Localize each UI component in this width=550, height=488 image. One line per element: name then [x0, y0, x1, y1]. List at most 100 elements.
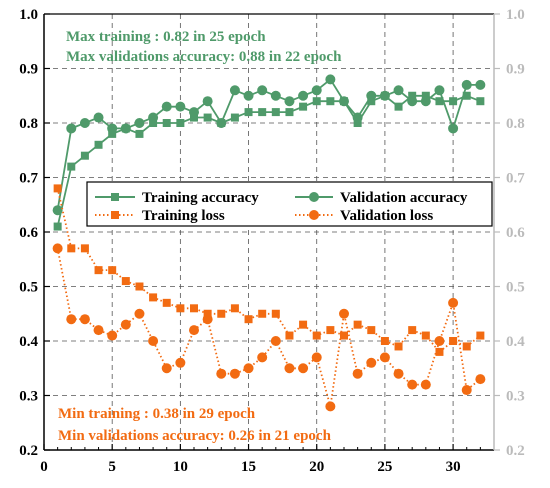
data-point-validation-loss [52, 243, 63, 254]
data-point-training-loss [230, 304, 239, 313]
data-point-validation-accuracy [407, 96, 418, 107]
data-point-validation-accuracy [379, 90, 390, 101]
data-point-training-loss [421, 331, 430, 340]
right-tick-label: 0.2 [506, 443, 525, 459]
legend-item-training-loss: Training loss [95, 208, 225, 224]
data-point-validation-loss [148, 336, 159, 346]
data-point-validation-loss [107, 330, 118, 341]
y-tick-label: 0.3 [19, 389, 38, 405]
data-point-training-accuracy [258, 108, 267, 117]
legend-marker-validation-loss [309, 210, 319, 220]
data-point-validation-accuracy [325, 74, 336, 85]
data-point-validation-loss [311, 352, 322, 363]
data-point-validation-accuracy [448, 123, 459, 134]
y-tick-label: 0.8 [19, 116, 38, 132]
data-point-training-loss [190, 304, 198, 313]
data-point-validation-accuracy [161, 101, 172, 112]
data-point-validation-accuracy [134, 118, 145, 128]
data-point-training-accuracy [449, 97, 458, 106]
data-point-validation-loss [461, 385, 472, 396]
data-point-validation-loss [202, 314, 213, 325]
data-point-training-accuracy [190, 113, 198, 122]
data-point-training-loss [135, 282, 144, 291]
data-point-training-loss [53, 184, 62, 193]
x-tick-label: 30 [446, 459, 461, 475]
data-point-validation-accuracy [229, 85, 240, 96]
data-point-validation-accuracy [243, 90, 254, 101]
data-point-training-accuracy [80, 151, 89, 160]
data-point-training-accuracy [394, 102, 403, 111]
data-point-validation-accuracy [270, 90, 281, 101]
legend-item-validation-accuracy: Validation accuracy [295, 190, 468, 206]
data-point-training-loss [67, 244, 76, 253]
data-point-validation-loss [366, 357, 377, 368]
series-validation-accuracy [52, 74, 486, 216]
y-tick-label: 0.7 [19, 171, 38, 187]
data-point-training-accuracy [299, 102, 308, 111]
data-point-validation-accuracy [257, 85, 268, 96]
max-validation-annotation: Max validations accuracy: 0.88 in 22 epo… [66, 49, 342, 65]
y-tick-label: 1.0 [19, 7, 38, 23]
data-point-validation-loss [420, 379, 431, 390]
data-point-training-accuracy [312, 97, 321, 106]
data-point-validation-loss [189, 325, 199, 336]
data-point-validation-accuracy [189, 107, 199, 118]
legend-marker-training-loss [111, 211, 119, 219]
series-training-loss [53, 184, 485, 356]
data-point-training-accuracy [421, 91, 430, 100]
data-point-training-loss [203, 309, 212, 318]
legend-item-validation-loss: Validation loss [295, 208, 433, 224]
data-point-validation-accuracy [366, 90, 377, 101]
data-point-validation-loss [325, 401, 336, 412]
data-point-validation-loss [66, 314, 77, 325]
data-point-validation-accuracy [120, 123, 131, 134]
data-point-validation-accuracy [52, 205, 63, 216]
data-point-training-loss [435, 347, 444, 356]
max-training-annotation: Max training : 0.82 in 25 epoch [66, 29, 266, 45]
legend-label-validation-loss: Validation loss [340, 208, 433, 224]
data-point-training-accuracy [271, 108, 280, 117]
data-point-validation-loss [229, 368, 240, 379]
data-point-training-accuracy [285, 108, 294, 117]
data-point-training-loss [271, 309, 280, 318]
data-point-validation-accuracy [284, 96, 295, 107]
data-point-training-loss [217, 309, 226, 318]
data-point-validation-loss [284, 363, 295, 374]
data-point-validation-accuracy [216, 118, 227, 128]
data-point-training-accuracy [176, 119, 185, 127]
data-point-training-loss [367, 326, 376, 335]
data-point-training-loss [462, 342, 471, 351]
legend: Training accuracy Validation accuracy Tr… [86, 181, 493, 227]
legend-marker-validation-accuracy [309, 192, 319, 202]
data-point-training-loss [299, 320, 308, 329]
data-point-training-accuracy [435, 97, 444, 106]
data-point-training-loss [94, 266, 103, 275]
data-point-validation-accuracy [311, 85, 322, 96]
data-point-training-accuracy [53, 222, 62, 231]
data-point-training-accuracy [94, 140, 103, 149]
x-tick-label: 25 [377, 459, 392, 475]
series-line-validation-loss [56, 248, 481, 407]
data-point-training-loss [353, 320, 362, 329]
data-point-validation-accuracy [434, 85, 445, 96]
data-point-validation-accuracy [66, 123, 77, 134]
series-validation-loss [52, 243, 486, 412]
data-point-validation-accuracy [175, 101, 186, 112]
data-point-training-loss [326, 326, 335, 335]
min-training-annotation: Min training : 0.38 in 29 epoch [58, 406, 256, 422]
data-point-validation-accuracy [148, 112, 159, 123]
legend-box [86, 181, 493, 227]
data-point-validation-loss [475, 374, 486, 385]
data-point-validation-loss [393, 368, 404, 379]
data-point-validation-accuracy [420, 96, 431, 107]
data-point-training-accuracy [353, 119, 362, 127]
data-point-validation-accuracy [93, 112, 104, 123]
data-point-validation-loss [175, 357, 186, 368]
y-tick-label: 0.6 [19, 225, 38, 241]
data-point-validation-loss [352, 368, 363, 379]
data-point-training-loss [176, 304, 185, 313]
data-point-training-accuracy [203, 113, 212, 122]
data-point-training-loss [80, 244, 89, 253]
left-axis-ticks: 0.2 0.3 0.4 0.5 0.6 0.7 0.8 0.9 1.0 [19, 7, 50, 459]
right-tick-label: 0.8 [506, 116, 525, 132]
